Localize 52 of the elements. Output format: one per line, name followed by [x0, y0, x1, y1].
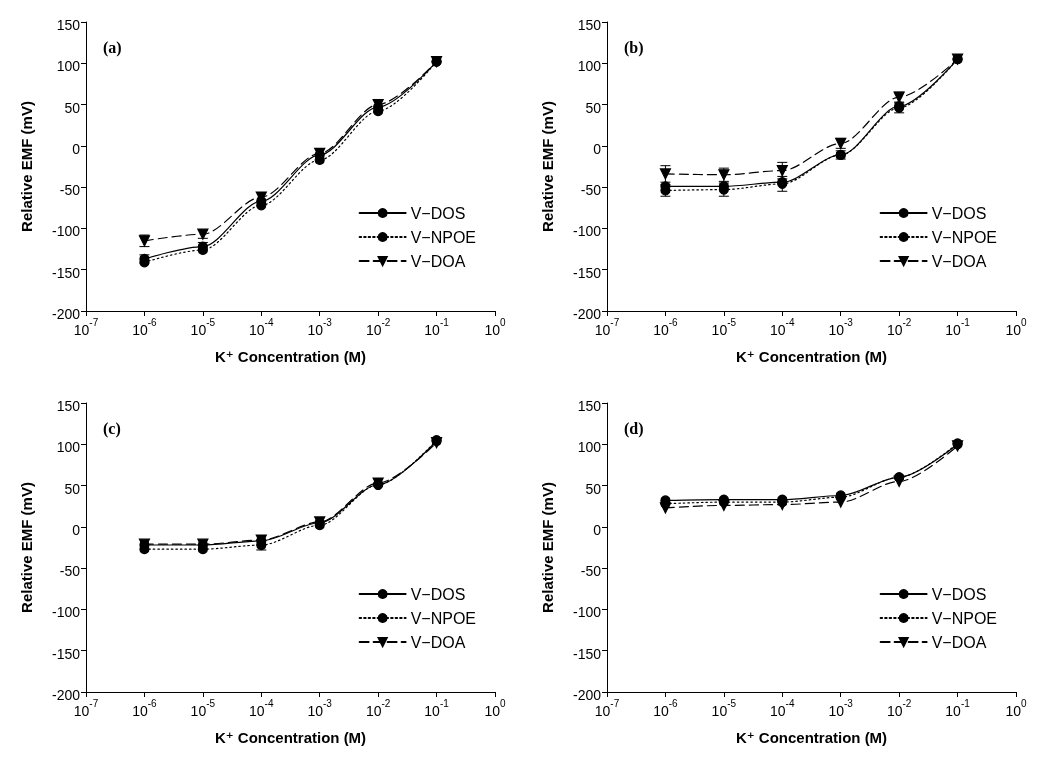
legend-label: V−DOS: [410, 204, 466, 222]
legend-label: V−NPOE: [410, 228, 476, 246]
y-tick-label: 0: [593, 521, 602, 538]
y-tick-label: -150: [572, 645, 602, 662]
y-axis-title: Relative EMF (mV): [18, 101, 35, 232]
legend-label: V−DOS: [931, 204, 987, 222]
y-tick-label: 0: [593, 140, 602, 157]
y-tick-label: 0: [72, 140, 81, 157]
text: (a): [103, 38, 122, 57]
text: (c): [103, 419, 121, 438]
y-tick-label: 100: [577, 58, 602, 75]
y-axis-title: Relative EMF (mV): [539, 101, 556, 232]
y-tick-label: 150: [577, 398, 602, 414]
x-axis-title: K⁺ Concentration (M): [214, 729, 367, 746]
text: (d): [624, 419, 644, 438]
y-tick-label: 0: [72, 521, 81, 538]
legend-label: V−NPOE: [931, 228, 997, 246]
y-tick-label: -100: [572, 604, 602, 621]
y-tick-label: -50: [580, 563, 602, 580]
legend-label: V−DOA: [410, 633, 466, 651]
y-tick-label: 50: [585, 480, 602, 497]
legend-label: V−DOA: [931, 252, 987, 270]
y-axis-title: Relative EMF (mV): [539, 482, 556, 613]
y-tick-label: -50: [59, 182, 81, 199]
y-tick-label: -50: [580, 182, 602, 199]
y-tick-label: 150: [56, 17, 81, 33]
y-tick-label: 50: [64, 99, 81, 116]
legend-label: V−NPOE: [410, 609, 476, 627]
legend-label: V−DOA: [931, 633, 987, 651]
y-tick-label: 50: [64, 480, 81, 497]
y-tick-label: -150: [51, 264, 81, 281]
y-tick-label: 150: [577, 17, 602, 33]
y-tick-label: 50: [585, 99, 602, 116]
y-tick-label: -100: [51, 604, 81, 621]
y-tick-label: 150: [56, 398, 81, 414]
y-tick-label: 100: [56, 58, 81, 75]
y-tick-label: -150: [572, 264, 602, 281]
legend-label: V−DOS: [410, 585, 466, 603]
y-tick-label: -50: [59, 563, 81, 580]
y-tick-label: 100: [577, 439, 602, 456]
y-tick-label: 100: [56, 439, 81, 456]
x-axis-title: K⁺ Concentration (M): [214, 348, 367, 365]
legend-label: V−DOS: [931, 585, 987, 603]
y-axis-title: Relative EMF (mV): [18, 482, 35, 613]
legend-label: V−NPOE: [931, 609, 997, 627]
y-tick-label: -100: [51, 223, 81, 240]
x-axis-title: K⁺ Concentration (M): [735, 729, 888, 746]
y-tick-label: -150: [51, 645, 81, 662]
legend-label: V−DOA: [410, 252, 466, 270]
x-axis-title: K⁺ Concentration (M): [735, 348, 888, 365]
text: (b): [624, 38, 644, 57]
y-tick-label: -100: [572, 223, 602, 240]
